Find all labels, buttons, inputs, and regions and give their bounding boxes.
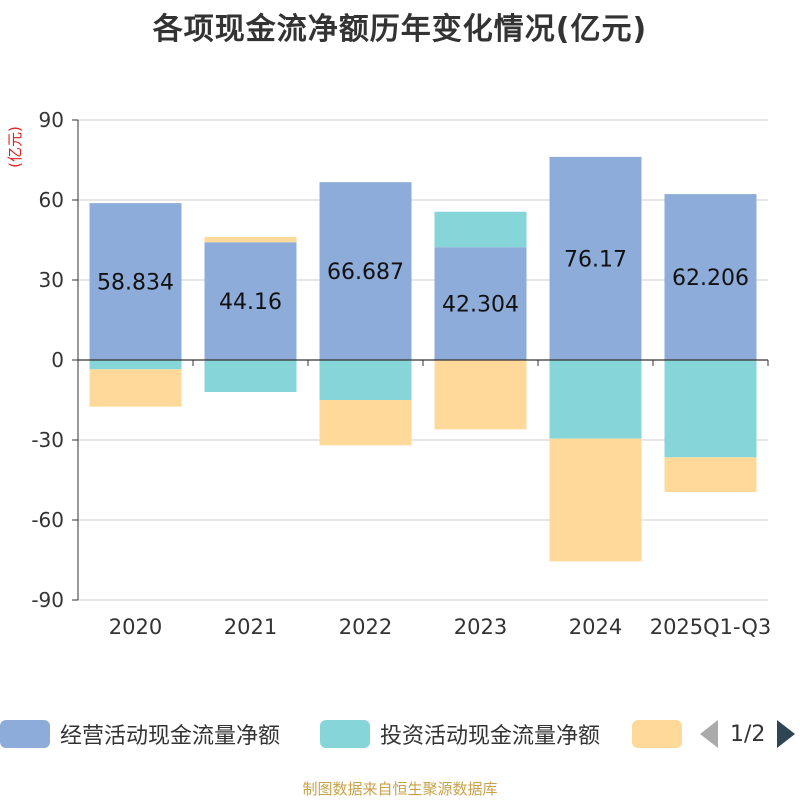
x-tick-label-2021: 2021: [224, 615, 277, 639]
legend-prev-icon[interactable]: [700, 720, 718, 748]
bar-series0-2023: [434, 247, 527, 360]
legend-item-financing[interactable]: [632, 716, 682, 752]
bar-series2-2025Q1-Q3: [664, 457, 757, 492]
y-axis-unit-label: (亿元): [6, 126, 24, 168]
bar-series1-2023: [434, 211, 527, 248]
data-label-2024: 76.17: [564, 247, 627, 272]
bar-series0-2025Q1-Q3: [664, 194, 757, 360]
data-label-2021: 44.16: [219, 290, 282, 315]
legend-swatch-operating: [0, 720, 50, 748]
bar-series0-2024: [549, 156, 642, 360]
legend: 经营活动现金流量净额 投资活动现金流量净额 1/2: [0, 716, 800, 752]
x-tick-label-2020: 2020: [109, 615, 162, 639]
y-tick-label: -30: [31, 428, 64, 452]
bar-series1-2020: [89, 360, 182, 370]
bar-series1-2022: [319, 360, 412, 400]
y-tick-label: 90: [39, 108, 64, 132]
bar-series1-2024: [549, 360, 642, 439]
chart-title: 各项现金流净额历年变化情况(亿元): [152, 12, 648, 47]
bar-series2-2021: [204, 236, 297, 243]
data-label-layer: 58.834 44.16 66.687 42.304 76.17 62.206: [97, 247, 749, 317]
bar-layer: [89, 156, 757, 562]
legend-pager: 1/2: [700, 716, 796, 752]
legend-swatch-investing: [320, 720, 370, 748]
bar-series0-2021: [204, 242, 297, 360]
axis-layer: 90 60 30 0 -30 -60 -90 (亿元) 2020 2021 2022 2023 2024…: [6, 108, 771, 639]
legend-next-icon[interactable]: [777, 720, 796, 748]
y-tick-label: -60: [31, 508, 64, 532]
grid-layer: [78, 119, 768, 601]
legend-label-investing: 投资活动现金流量净额: [380, 724, 601, 749]
bar-series0-2020: [89, 203, 182, 360]
legend-item-operating[interactable]: 经营活动现金流量净额: [0, 716, 280, 752]
legend-page-indicator: 1/2: [730, 721, 766, 747]
data-label-2023: 42.304: [442, 293, 519, 318]
bar-series0-2022: [319, 182, 412, 360]
x-tick-label-2022: 2022: [339, 615, 392, 639]
data-label-2022: 66.687: [327, 260, 404, 285]
legend-item-investing[interactable]: 投资活动现金流量净额: [320, 716, 600, 752]
y-tick-label: 0: [51, 348, 64, 372]
data-label-2020: 58.834: [97, 271, 174, 296]
y-tick-label: 30: [39, 268, 64, 292]
y-tick-label: -90: [31, 588, 64, 612]
data-label-2025Q1-Q3: 62.206: [672, 266, 749, 291]
bar-series2-2020: [89, 369, 182, 407]
x-tick-label-2024: 2024: [569, 615, 622, 639]
x-tick-label-2025Q1-Q3: 2025Q1-Q3: [650, 615, 772, 639]
source-note: 制图数据来自恒生聚源数据库: [302, 780, 498, 798]
bar-series2-2023: [434, 360, 527, 430]
legend-swatch-financing: [632, 720, 682, 748]
bar-series2-2024: [549, 438, 642, 562]
legend-label-operating: 经营活动现金流量净额: [60, 724, 281, 749]
x-tick-label-2023: 2023: [454, 615, 507, 639]
y-tick-label: 60: [39, 188, 64, 212]
bar-series1-2025Q1-Q3: [664, 360, 757, 458]
bar-series1-2021: [204, 360, 297, 392]
bar-series2-2022: [319, 400, 412, 446]
